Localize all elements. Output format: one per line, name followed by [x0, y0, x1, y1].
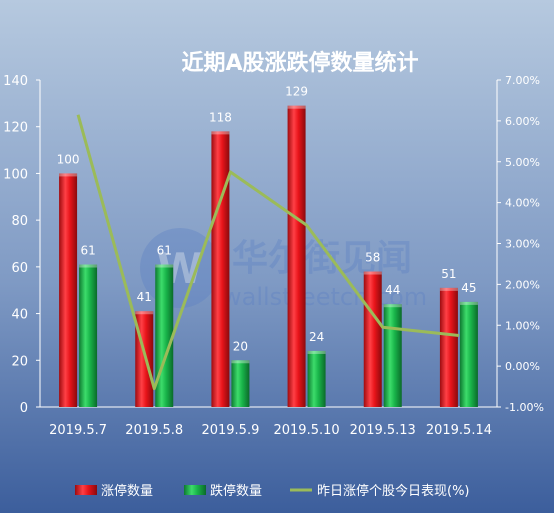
x-tick-label: 2019.5.9: [201, 423, 259, 438]
bar-limit-up: [287, 105, 306, 407]
x-tick-label: 2019.5.8: [125, 423, 183, 438]
left-tick-label: 40: [11, 308, 28, 323]
bar-limit-down: [307, 350, 326, 407]
bar-limit-down: [383, 304, 402, 407]
bar-limit-down-cap: [307, 350, 326, 354]
right-tick-label: 6.00%: [505, 115, 540, 128]
bar-limit-down-cap: [155, 264, 174, 268]
right-tick-label: 3.00%: [505, 238, 540, 251]
performance-line: [76, 114, 460, 391]
bar-limit-down-cap: [231, 360, 250, 364]
legend-label-limit-up: 涨停数量: [101, 483, 153, 499]
bar-limit-down-cap: [383, 304, 402, 308]
data-label-limit-down: 44: [385, 283, 400, 297]
data-label-limit-up: 41: [137, 290, 152, 304]
bars: [59, 105, 478, 407]
right-tick-label: 2.00%: [505, 278, 540, 291]
bar-limit-down: [155, 264, 174, 407]
bar-limit-up-cap: [439, 287, 458, 291]
data-label-limit-down: 24: [309, 330, 324, 344]
legend-swatch-limit-up: [75, 485, 97, 495]
bar-limit-up: [59, 173, 78, 407]
x-tick-label: 2019.5.7: [49, 423, 107, 438]
data-label-limit-down: 45: [461, 281, 476, 295]
bar-limit-up-cap: [135, 311, 154, 315]
bar-limit-up: [363, 271, 382, 407]
right-tick-label: 0.00%: [505, 360, 540, 373]
bar-limit-up: [439, 287, 458, 407]
data-label-limit-down: 61: [80, 244, 95, 258]
legend-swatch-limit-down: [184, 485, 206, 495]
data-label-limit-up: 129: [285, 85, 308, 99]
x-tick-label: 2019.5.14: [426, 423, 492, 438]
left-tick-label: 100: [3, 167, 28, 182]
data-label-limit-up: 58: [365, 251, 380, 265]
bar-limit-up-cap: [287, 105, 306, 109]
bar-limit-down-cap: [79, 264, 98, 268]
bar-limit-up-cap: [211, 131, 230, 135]
x-tick-label: 2019.5.13: [350, 423, 416, 438]
left-tick-label: 140: [3, 74, 28, 89]
data-label-limit-up: 118: [209, 110, 232, 124]
data-label-limit-down: 20: [233, 339, 248, 353]
data-label-limit-down: 61: [157, 244, 172, 258]
left-tick-label: 60: [11, 261, 28, 276]
right-tick-label: -1.00%: [505, 401, 544, 414]
right-tick-label: 1.00%: [505, 319, 540, 332]
left-tick-label: 0: [20, 401, 28, 416]
bar-limit-up-cap: [59, 173, 78, 177]
bar-limit-down: [231, 360, 250, 407]
bar-limit-down: [459, 301, 478, 407]
data-label-limit-up: 100: [57, 152, 80, 166]
right-tick-label: 4.00%: [505, 197, 540, 210]
bar-labels: 100 61 41 61 118 20 129 24 58 44 51 45: [57, 85, 477, 354]
legend-label-limit-down: 跌停数量: [210, 483, 262, 499]
right-tick-label: 7.00%: [505, 74, 540, 87]
left-axis-ticks: 0 20 40 60 80 100 120 140: [3, 74, 40, 416]
bar-limit-down-cap: [459, 301, 478, 305]
data-label-limit-up: 51: [441, 267, 456, 281]
legend-label-performance: 昨日涨停个股今日表现(%): [317, 483, 470, 499]
x-tick-label: 2019.5.10: [273, 423, 339, 438]
left-tick-label: 20: [11, 354, 28, 369]
left-tick-label: 80: [11, 214, 28, 229]
left-tick-label: 120: [3, 121, 28, 136]
bar-limit-up-cap: [363, 271, 382, 275]
x-axis-labels: 2019.5.7 2019.5.8 2019.5.9 2019.5.10 2019.5.…: [49, 423, 492, 438]
right-tick-label: 5.00%: [505, 156, 540, 169]
bar-limit-down: [79, 264, 98, 407]
chart-title: 近期A股涨跌停数量统计: [181, 50, 418, 76]
legend: 涨停数量 跌停数量 昨日涨停个股今日表现(%): [75, 483, 470, 499]
watermark: W 华尔街见闻 wallstreetcn.com: [140, 228, 427, 311]
right-axis-ticks: -1.00% 0.00% 1.00% 2.00% 3.00% 4.00% 5.00% 6.00…: [497, 74, 544, 414]
line-series: [76, 114, 460, 391]
bar-limit-up: [211, 131, 230, 407]
